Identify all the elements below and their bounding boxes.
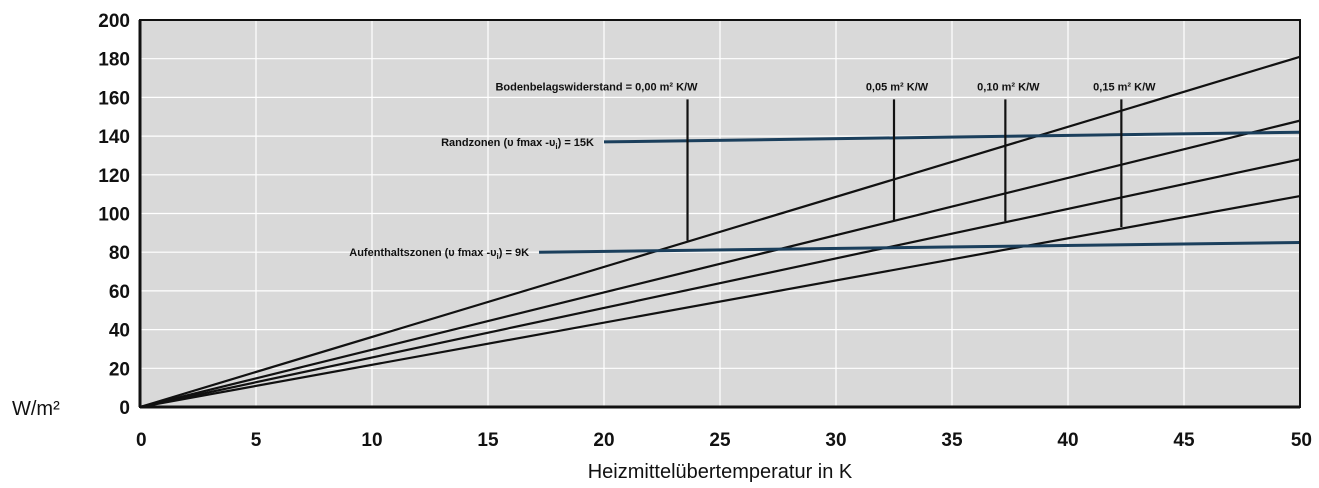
y-tick-label: 60 xyxy=(109,282,130,303)
series-line xyxy=(139,119,1301,409)
x-tick-label: 20 xyxy=(593,430,614,451)
x-tick-label: 45 xyxy=(1173,430,1195,451)
y-tick-label: 40 xyxy=(109,321,130,342)
y-tick-label: 140 xyxy=(98,127,130,148)
x-tick-label: 15 xyxy=(477,430,499,451)
x-tick-label: 25 xyxy=(709,430,731,451)
zone-lines: Randzonen (υ fmax -υi) = 15K Aufenthaltsz… xyxy=(349,130,1301,261)
annotations: Bodenbelagswiderstand = 0,00 m² K/W 0,05 … xyxy=(495,81,1156,241)
x-tick-label: 50 xyxy=(1291,430,1312,451)
y-axis-label: W/m² xyxy=(12,398,60,420)
zone-line xyxy=(603,130,1301,144)
y-tick-label: 20 xyxy=(109,359,130,380)
annotation-label: 0,05 m² K/W xyxy=(866,81,929,93)
x-tick-label: 10 xyxy=(361,430,382,451)
zone-label: Aufenthaltszonen (υ fmax -υi) = 9K xyxy=(349,247,529,261)
series-line xyxy=(139,195,1301,409)
zone-label: Randzonen (υ fmax -υi) = 15K xyxy=(441,137,594,151)
annotation-label: Bodenbelagswiderstand = 0,00 m² K/W xyxy=(495,81,698,93)
y-tick-label: 0 xyxy=(119,398,130,419)
x-tick-label: 35 xyxy=(941,430,963,451)
y-tick-label: 180 xyxy=(98,50,130,71)
x-tick-label: 40 xyxy=(1057,430,1078,451)
series-lines xyxy=(139,55,1301,409)
tick-labels: 0 20 40 60 80 100 120 140 160 180 200 0 5 10 15 20 25 30 3… xyxy=(98,11,1312,451)
axes xyxy=(138,19,1301,409)
series-line xyxy=(139,55,1301,409)
series-line xyxy=(139,158,1301,409)
y-tick-label: 100 xyxy=(98,205,130,226)
annotation-label: 0,10 m² K/W xyxy=(977,81,1040,93)
y-tick-label: 160 xyxy=(98,88,130,109)
x-tick-label: 0 xyxy=(136,430,147,451)
x-tick-label: 5 xyxy=(251,430,262,451)
y-tick-label: 200 xyxy=(98,11,130,32)
x-tick-label: 30 xyxy=(825,430,846,451)
zone-line xyxy=(539,241,1301,254)
x-axis-label: Heizmittelübertemperatur in K xyxy=(588,461,853,483)
y-tick-label: 80 xyxy=(109,243,130,264)
annotation-label: 0,15 m² K/W xyxy=(1093,81,1156,93)
y-tick-label: 120 xyxy=(98,166,130,187)
